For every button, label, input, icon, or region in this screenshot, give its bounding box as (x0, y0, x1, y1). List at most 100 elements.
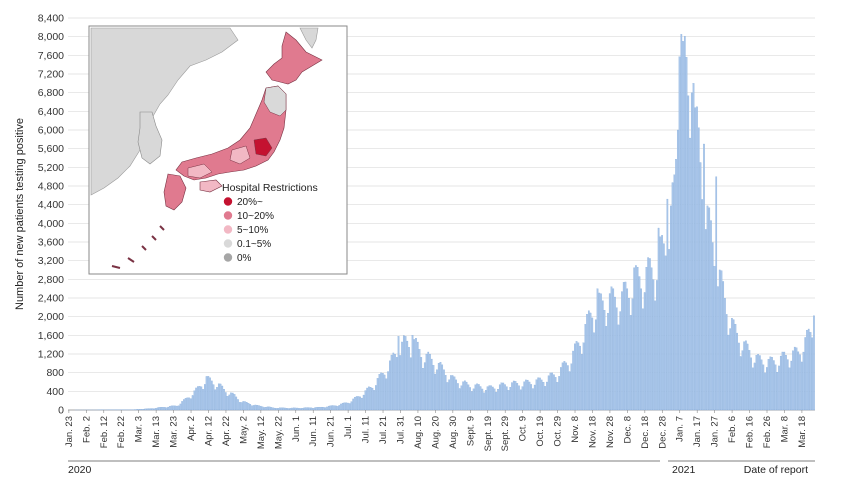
bar (753, 362, 756, 411)
x-tick-label: Jul. 21 (378, 416, 389, 444)
bar (263, 407, 266, 411)
bar (423, 362, 426, 411)
bar (544, 386, 546, 411)
bar (594, 319, 597, 411)
bar (790, 360, 793, 411)
bar (811, 337, 814, 411)
x-tick-label: Mar. 18 (797, 416, 808, 448)
bar (778, 365, 780, 411)
y-axis-label: Number of new patients testing positive (14, 118, 26, 310)
bar (788, 367, 791, 411)
bar (354, 397, 356, 411)
bar (507, 390, 510, 411)
bar (226, 396, 229, 411)
bar (663, 243, 665, 411)
bar (153, 408, 156, 411)
bar (511, 382, 513, 411)
bar (717, 286, 719, 411)
bar (617, 324, 620, 411)
bar (729, 328, 732, 411)
bar (516, 383, 519, 411)
bar (399, 355, 402, 411)
bar (532, 388, 534, 411)
bar (783, 351, 786, 411)
bar (474, 384, 477, 411)
bar (478, 384, 480, 411)
inset-map: Hospital Restrictions 20%~ 10~20% 5~10% 0.1~… (88, 25, 348, 275)
bar (244, 401, 246, 411)
bar (170, 405, 173, 411)
bar (397, 336, 400, 411)
bar (233, 394, 236, 411)
bar (568, 371, 571, 411)
bar (432, 365, 435, 411)
bar (371, 387, 374, 411)
y-tick-label: 8,000 (38, 31, 64, 43)
bar (795, 347, 798, 411)
bar (762, 364, 765, 411)
bar (409, 357, 412, 411)
bar (676, 129, 679, 411)
bar (205, 376, 208, 411)
x-tick-label: Feb. 12 (99, 416, 110, 448)
x-tick-label: Aug. 20 (430, 416, 441, 449)
bar (436, 369, 438, 411)
bar (589, 312, 592, 411)
map-chugoku-pale (187, 163, 213, 179)
map-shikoku (199, 179, 223, 193)
map-legend: Hospital Restrictions 20%~ 10~20% 5~10% 0.1~… (222, 182, 318, 264)
bar (261, 406, 264, 411)
bar (380, 372, 382, 411)
bar (512, 380, 515, 411)
x-tick-label: Oct. 19 (535, 416, 546, 447)
bar (799, 354, 801, 411)
bar (701, 199, 704, 411)
bar (731, 318, 733, 411)
bar (142, 408, 145, 411)
bar (586, 314, 588, 411)
y-tick-label: 2,800 (38, 274, 64, 286)
bar (577, 342, 580, 411)
bar (631, 298, 634, 411)
bar (614, 296, 616, 411)
bar (313, 407, 316, 411)
bar (415, 338, 417, 411)
bar (542, 382, 545, 411)
bar (441, 364, 444, 411)
map-kyushu (163, 173, 187, 211)
bar (748, 350, 751, 411)
y-tick-label: 0 (58, 405, 64, 417)
bar (319, 406, 321, 411)
bar (525, 379, 527, 411)
y-tick-label: 8,400 (38, 13, 64, 25)
bar (364, 390, 367, 411)
bar (666, 198, 669, 411)
bar (148, 408, 150, 411)
y-tick-label: 3,200 (38, 255, 64, 267)
bar (378, 374, 381, 411)
bar (638, 276, 641, 411)
bar (197, 386, 199, 411)
bar (772, 360, 775, 411)
bar (483, 392, 485, 411)
bar (601, 300, 604, 411)
bar (469, 387, 471, 411)
y-tick-label: 7,200 (38, 69, 64, 81)
bar (245, 402, 248, 411)
bar (228, 394, 231, 411)
bar (392, 352, 395, 411)
bar (539, 377, 541, 411)
bar (603, 310, 606, 411)
bar (715, 176, 718, 411)
x-tick-label: Dec. 28 (657, 416, 668, 449)
bar (743, 341, 745, 411)
bar (582, 342, 585, 411)
bar (443, 369, 445, 411)
bar (230, 392, 232, 411)
bar (608, 293, 611, 411)
bar (670, 205, 672, 411)
bar (722, 281, 725, 411)
bar (528, 381, 531, 411)
legend-swatch (223, 211, 233, 220)
bar (659, 236, 662, 411)
